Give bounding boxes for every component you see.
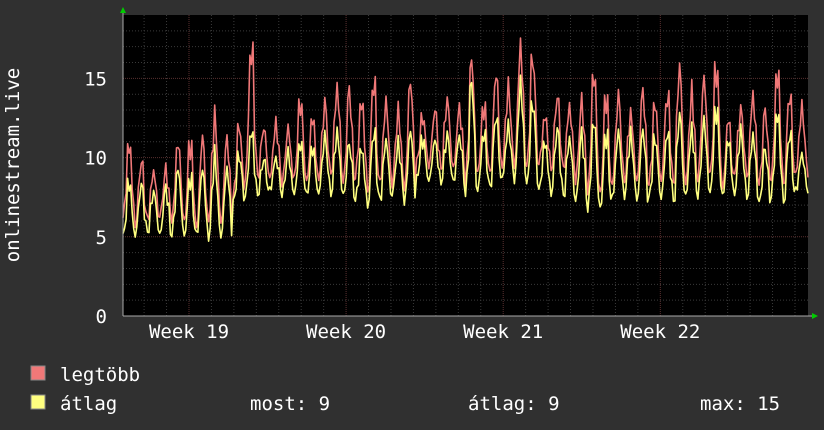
x-tick-label: Week 20	[306, 321, 386, 343]
series-layer	[122, 37, 809, 242]
y-axis-arrow	[120, 7, 126, 13]
y-tick-label: 10	[84, 148, 107, 170]
x-tick-label: Week 22	[620, 321, 700, 343]
legend: legtöbb átlag most: 9 átlag: 9 max: 15	[30, 364, 780, 415]
x-axis-arrow	[812, 313, 818, 319]
legend-swatch-avg	[30, 394, 46, 410]
axes	[120, 7, 818, 319]
legend-label-max: legtöbb	[60, 364, 140, 386]
legend-label-avg: átlag	[60, 393, 117, 415]
y-axis-label: onlinestream.live	[2, 68, 24, 262]
x-tick-label: Week 19	[149, 321, 229, 343]
x-tick-label: Week 21	[463, 321, 543, 343]
y-tick-label: 15	[84, 68, 107, 90]
x-tick-labels: Week 19 Week 20 Week 21 Week 22	[149, 321, 700, 343]
stat-avg: átlag: 9	[468, 393, 560, 415]
y-tick-labels: 0 5 10 15	[84, 68, 107, 328]
y-tick-label: 5	[96, 227, 107, 249]
y-tick-label: 0	[96, 306, 107, 328]
legend-swatch-max	[30, 365, 46, 381]
stat-now: most: 9	[250, 393, 330, 415]
series-line-avg	[122, 74, 809, 242]
stat-max: max: 15	[700, 393, 780, 415]
